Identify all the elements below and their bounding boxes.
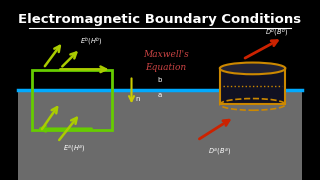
Bar (18, 0, 302, 90)
Text: $E^a(H^a)$: $E^a(H^a)$ (63, 144, 86, 155)
Text: $D^a(B^a)$: $D^a(B^a)$ (208, 147, 232, 159)
Bar (18, 90, 302, 180)
Bar (220, 68, 285, 104)
Text: $D^b(B^b)$: $D^b(B^b)$ (265, 26, 289, 39)
Text: $E^b(H^b)$: $E^b(H^b)$ (80, 35, 103, 48)
Text: b: b (158, 77, 162, 83)
Text: Electromagnetic Boundary Conditions: Electromagnetic Boundary Conditions (19, 13, 301, 26)
Ellipse shape (220, 63, 285, 74)
Bar (32, 70, 112, 130)
Text: a: a (158, 92, 162, 98)
Text: n: n (136, 96, 140, 102)
Text: Maxwell's
Equation: Maxwell's Equation (143, 50, 188, 72)
